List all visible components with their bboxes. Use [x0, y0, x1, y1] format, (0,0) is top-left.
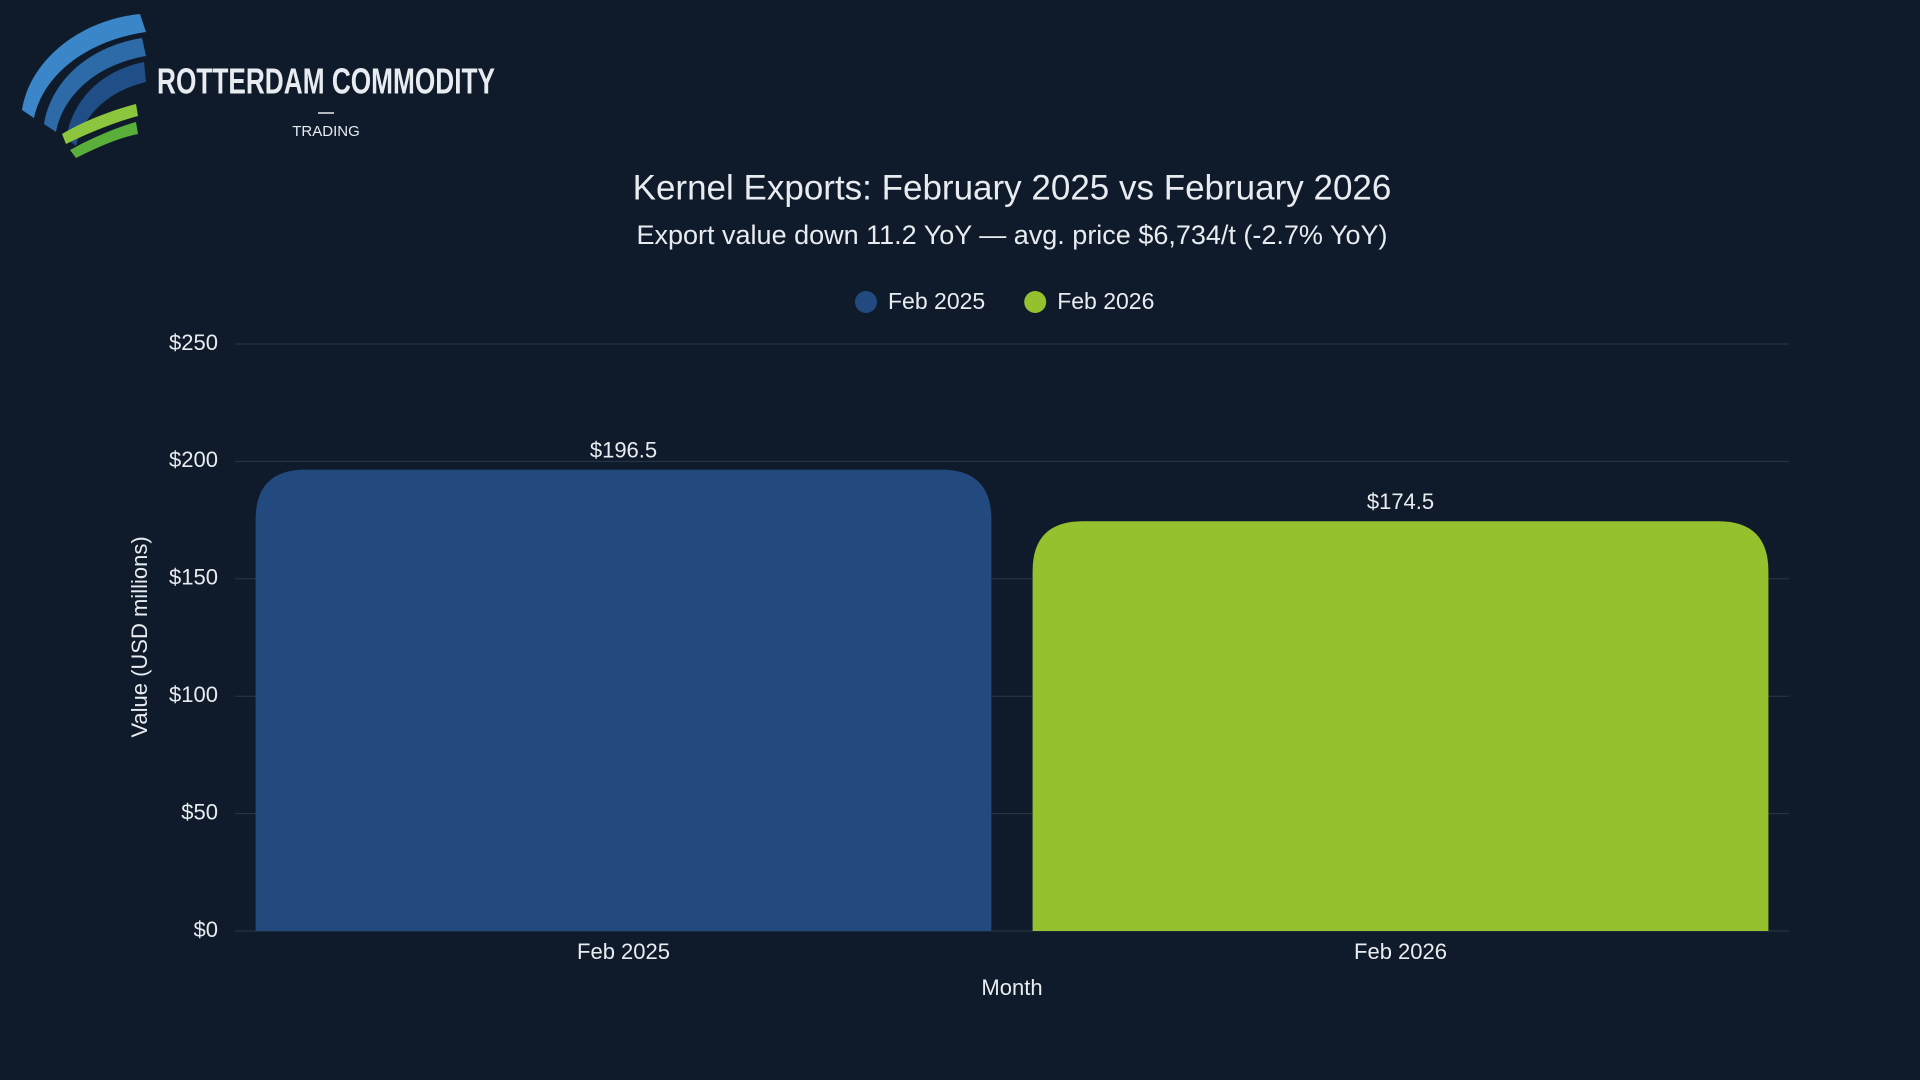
logo: ROTTERDAM COMMODITY TRADING: [22, 14, 495, 158]
chart-subtitle: Export value down 11.2 YoY — avg. price …: [637, 220, 1388, 250]
y-tick-label: $150: [169, 565, 218, 590]
logo-swoosh: [22, 14, 146, 118]
y-axis-title: Value (USD millions): [127, 536, 152, 737]
x-axis-title: Month: [981, 975, 1042, 1000]
bar: [1032, 521, 1769, 931]
value-label: $196.5: [590, 437, 657, 462]
bar: [255, 469, 992, 931]
y-tick-label: $100: [169, 682, 218, 707]
legend-label: Feb 2025: [888, 288, 985, 314]
legend-marker: [855, 291, 877, 313]
legend-label: Feb 2026: [1057, 288, 1154, 314]
logo-swoosh: [66, 62, 146, 146]
x-tick-label: Feb 2025: [577, 939, 670, 964]
y-tick-label: $200: [169, 447, 218, 472]
logo-swoosh: [62, 104, 138, 144]
x-tick-label: Feb 2026: [1354, 939, 1447, 964]
y-tick-label: $250: [169, 330, 218, 355]
value-label: $174.5: [1367, 489, 1434, 514]
logo-swoosh: [44, 38, 146, 132]
y-tick-label: $50: [181, 799, 218, 824]
chart-title: Kernel Exports: February 2025 vs Februar…: [633, 168, 1392, 207]
y-tick-label: $0: [194, 917, 218, 942]
logo-swoosh: [70, 122, 138, 158]
legend-marker: [1024, 291, 1047, 313]
brand-tagline: TRADING: [292, 123, 360, 140]
brand-name: ROTTERDAM COMMODITY: [157, 61, 495, 102]
